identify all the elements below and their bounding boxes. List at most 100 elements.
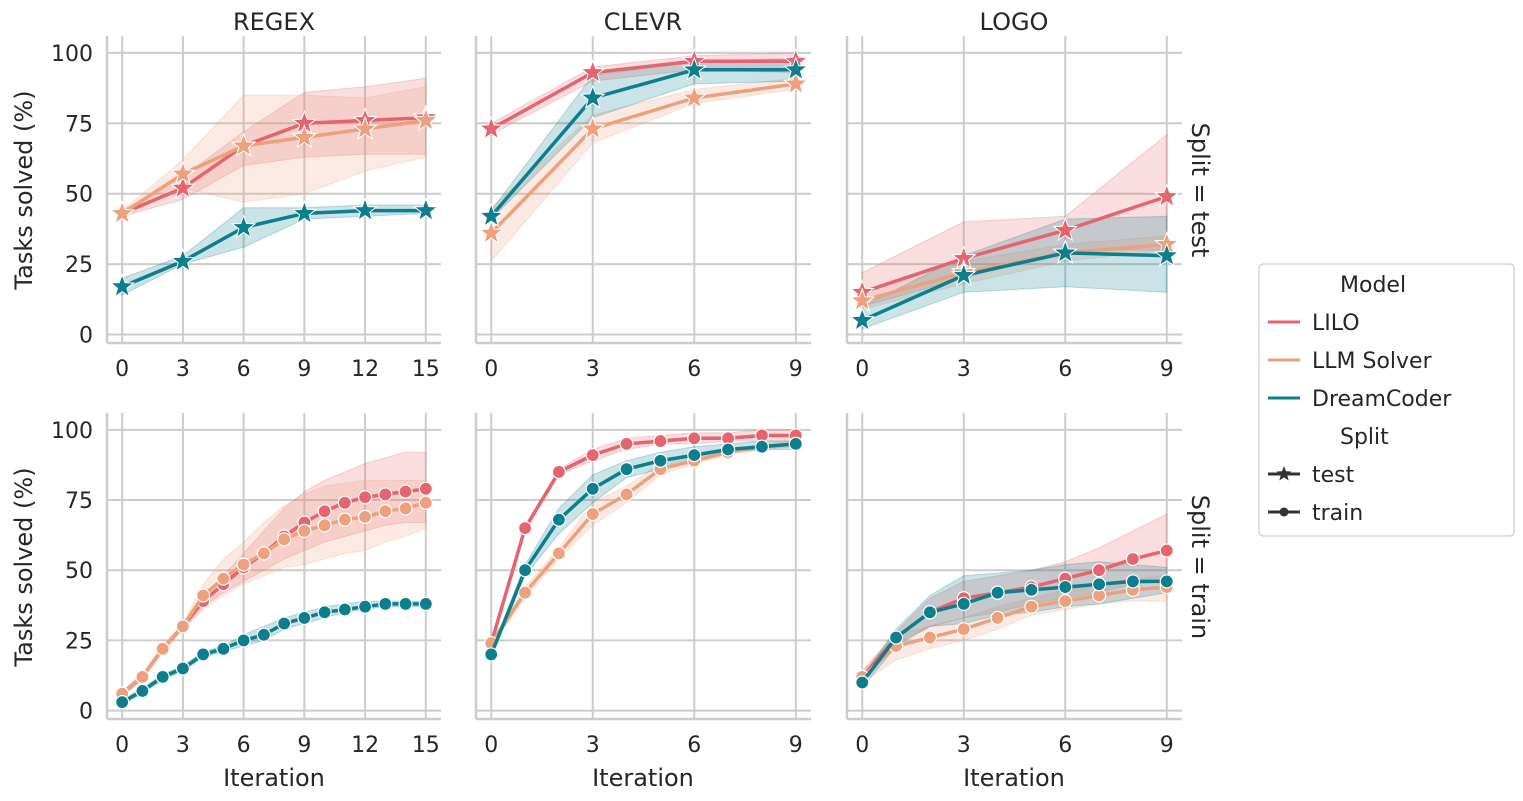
data-point-lilo bbox=[517, 521, 533, 536]
data-point-dreamcoder bbox=[317, 605, 332, 620]
data-point-lilo bbox=[619, 436, 634, 451]
y-tick-label: 0 bbox=[79, 324, 93, 349]
legend-split-title: Split bbox=[1340, 425, 1389, 450]
data-point-dreamcoder bbox=[352, 197, 378, 222]
data-point-llm-solver bbox=[517, 585, 533, 600]
data-point-dreamcoder bbox=[579, 84, 606, 109]
data-point-dreamcoder bbox=[256, 627, 271, 642]
panel-regex-train: 0 25 50 75 100 0 3 6 9 12 15 bbox=[51, 413, 441, 758]
data-point-lilo bbox=[478, 115, 505, 140]
data-point-llm-solver bbox=[236, 557, 251, 572]
data-point-dreamcoder bbox=[788, 436, 803, 451]
legend-label-llm-solver: LLM Solver bbox=[1312, 349, 1433, 374]
ci-band-dreamcoder bbox=[490, 440, 797, 658]
x-tick-label: 3 bbox=[176, 733, 190, 758]
data-point-llm-solver bbox=[413, 107, 439, 132]
data-point-dreamcoder bbox=[849, 307, 876, 332]
legend-star-marker bbox=[1276, 466, 1292, 481]
data-point-lilo bbox=[418, 481, 433, 496]
data-point-dreamcoder bbox=[109, 273, 135, 298]
y-axis-label-test: Tasks solved (%) bbox=[10, 90, 38, 290]
legend-circle-marker bbox=[1279, 507, 1289, 517]
x-tick-label: 9 bbox=[789, 357, 803, 382]
legend-model-title: Model bbox=[1340, 273, 1406, 298]
x-tick-label: 6 bbox=[237, 357, 251, 382]
data-point-dreamcoder bbox=[196, 647, 211, 662]
x-tick-label: 0 bbox=[115, 733, 129, 758]
data-point-llm-solver bbox=[922, 630, 938, 645]
panel-title-regex: REGEX bbox=[233, 8, 315, 36]
data-point-dreamcoder bbox=[216, 641, 231, 656]
x-axis-label-regex: Iteration bbox=[223, 764, 325, 792]
legend-label-dreamcoder: DreamCoder bbox=[1312, 387, 1452, 412]
data-point-llm-solver bbox=[109, 199, 135, 225]
x-tick-label: 6 bbox=[687, 357, 701, 382]
data-point-llm-solver bbox=[357, 509, 373, 524]
legend: Model LILO LLM Solver DreamCoder Split t… bbox=[1258, 263, 1515, 537]
series-line-lilo bbox=[861, 194, 1168, 294]
data-point-llm-solver bbox=[175, 619, 191, 634]
data-point-dreamcoder bbox=[277, 616, 292, 631]
data-point-dreamcoder bbox=[956, 596, 971, 611]
data-point-dreamcoder bbox=[236, 633, 251, 648]
data-point-llm-solver bbox=[551, 546, 567, 561]
data-point-llm-solver bbox=[378, 504, 393, 519]
x-tick-label: 6 bbox=[687, 733, 701, 758]
x-tick-label: 9 bbox=[297, 733, 311, 758]
series-line-llm-solver bbox=[121, 501, 427, 696]
y-tick-label: 25 bbox=[65, 253, 93, 278]
x-tick-label: 0 bbox=[484, 357, 498, 382]
data-point-dreamcoder bbox=[990, 585, 1005, 600]
data-point-dreamcoder bbox=[115, 695, 130, 710]
data-point-dreamcoder bbox=[922, 605, 938, 620]
data-point-dreamcoder bbox=[619, 462, 634, 477]
x-tick-label: 9 bbox=[297, 357, 311, 382]
data-point-llm-solver bbox=[317, 518, 332, 533]
data-point-dreamcoder bbox=[720, 442, 736, 457]
data-point-lilo bbox=[1091, 563, 1107, 578]
data-point-lilo bbox=[337, 495, 352, 510]
series-line-dreamcoder bbox=[860, 579, 1167, 684]
x-tick-label: 12 bbox=[351, 733, 379, 758]
legend-label-lilo: LILO bbox=[1312, 311, 1360, 336]
series-line-dreamcoder bbox=[489, 442, 796, 656]
data-point-dreamcoder bbox=[418, 596, 433, 611]
series-line-dreamcoder bbox=[121, 208, 426, 289]
y-axis-label-train: Tasks solved (%) bbox=[10, 467, 38, 667]
panel-clevr-test: 0 3 6 9 bbox=[474, 36, 811, 382]
y-tick-label: 100 bbox=[51, 42, 93, 67]
data-point-dreamcoder bbox=[517, 563, 533, 578]
series-line-dreamcoder bbox=[121, 602, 426, 704]
x-tick-label: 12 bbox=[351, 357, 379, 382]
data-point-llm-solver bbox=[155, 641, 170, 656]
data-point-llm-solver bbox=[230, 132, 257, 157]
x-tick-label: 3 bbox=[957, 733, 971, 758]
legend-label-test: test bbox=[1312, 463, 1355, 488]
legend-label-train: train bbox=[1312, 501, 1363, 526]
data-point-dreamcoder bbox=[681, 56, 708, 81]
data-point-dreamcoder bbox=[551, 512, 567, 527]
data-point-llm-solver bbox=[418, 495, 433, 510]
data-point-lilo bbox=[170, 174, 196, 199]
data-point-dreamcoder bbox=[1058, 579, 1073, 595]
data-point-lilo bbox=[1125, 551, 1141, 567]
data-point-dreamcoder bbox=[357, 599, 373, 614]
data-point-dreamcoder bbox=[337, 602, 352, 617]
x-tick-label: 15 bbox=[412, 733, 440, 758]
data-point-lilo bbox=[579, 59, 606, 84]
data-point-lilo bbox=[1052, 216, 1079, 242]
data-point-llm-solver bbox=[291, 123, 318, 149]
series-line-lilo bbox=[121, 115, 426, 216]
data-point-dreamcoder bbox=[291, 199, 318, 225]
series-line-llm-solver bbox=[489, 82, 797, 235]
panel-title-logo: LOGO bbox=[980, 8, 1049, 36]
data-point-llm-solver bbox=[398, 501, 413, 516]
data-point-llm-solver bbox=[170, 160, 196, 185]
y-tick-label: 75 bbox=[65, 112, 93, 137]
data-point-lilo bbox=[585, 448, 600, 463]
y-tick-label: 0 bbox=[79, 700, 93, 725]
series-line-llm-solver bbox=[121, 118, 427, 215]
data-point-lilo bbox=[317, 504, 332, 519]
row-label-test: Split = test bbox=[1186, 123, 1214, 258]
